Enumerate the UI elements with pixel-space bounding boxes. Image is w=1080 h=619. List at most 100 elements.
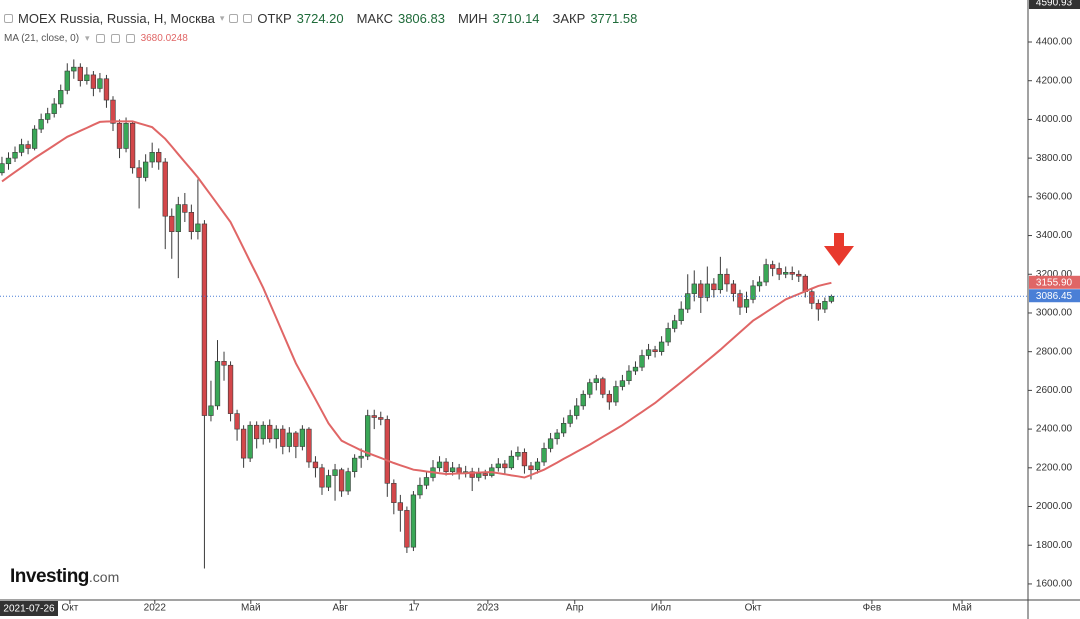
y-tick-label: 3800.00	[1036, 153, 1073, 164]
candle-body	[802, 275, 808, 292]
x-tick-label: Окт	[745, 603, 762, 614]
candle-body	[286, 432, 292, 447]
high-value: 3806.83	[397, 11, 445, 26]
x-tick-label: Май	[241, 603, 261, 614]
candle-body	[528, 465, 534, 471]
candle-body	[351, 457, 358, 472]
ma-price-box	[1029, 275, 1080, 289]
candle-body	[142, 161, 149, 178]
y-tick-label: 4000.00	[1036, 114, 1073, 125]
icon[interactable]	[125, 34, 135, 43]
candle-body	[267, 424, 273, 440]
candle-body	[64, 70, 70, 91]
y-tick-label: 1600.00	[1036, 579, 1073, 590]
candle-body	[38, 119, 44, 130]
icon[interactable]	[243, 14, 253, 23]
candle-body	[404, 510, 410, 548]
x-tick-label: 2022	[144, 603, 167, 614]
icon[interactable]	[110, 34, 120, 43]
candle-body	[397, 502, 404, 511]
candle-body	[482, 473, 488, 476]
candle-body	[717, 273, 724, 291]
candle-body	[828, 295, 835, 302]
candle-body	[600, 378, 606, 395]
candle-body	[208, 405, 214, 416]
open-value: 3724.20	[296, 11, 344, 26]
candle-body	[306, 428, 312, 463]
candle-body	[156, 152, 162, 163]
plot-area	[0, 59, 1028, 569]
candle-body	[214, 361, 221, 407]
chart-title: MOEX Russia, Russia, Н, Москва	[18, 11, 215, 26]
ma-legend: MA (21, close, 0) ▾ 3680.0248	[4, 33, 188, 44]
candle-body	[378, 417, 384, 420]
low-value: 3710.14	[492, 11, 540, 26]
candle-body	[658, 341, 665, 352]
candle-body	[495, 463, 501, 469]
candle-body	[12, 152, 18, 159]
y-tick-label: 3200.00	[1036, 269, 1073, 280]
x-tick-label: Апр	[566, 603, 584, 614]
candle-body	[678, 308, 684, 322]
logo: Investing.com	[10, 566, 119, 588]
candle-body	[711, 283, 717, 291]
candle-body	[691, 283, 697, 294]
crosshair-price-box	[1029, 0, 1080, 9]
candle-body	[783, 272, 789, 275]
candle-body	[639, 355, 645, 368]
candle-body	[384, 419, 390, 484]
candle-body	[25, 144, 31, 149]
candle-body	[175, 204, 181, 232]
close-value: 3771.58	[590, 11, 638, 26]
candle-body	[77, 66, 83, 82]
candle-body	[580, 393, 586, 407]
high-label: МАКС	[356, 11, 393, 26]
candle-body	[371, 415, 377, 418]
candle-body	[476, 473, 482, 478]
icon	[4, 14, 13, 23]
candle-body	[534, 461, 541, 471]
x-tick-label: Окт	[61, 603, 78, 614]
y-tick-label: 3000.00	[1036, 308, 1073, 319]
candle-body	[750, 285, 756, 300]
y-tick-label: 4400.00	[1036, 37, 1073, 48]
candle-body	[136, 167, 142, 178]
candle-body	[312, 461, 319, 469]
candle-body	[116, 122, 123, 149]
caret[interactable]: ▾	[85, 33, 90, 43]
x-tick-label: 2023	[477, 603, 500, 614]
candle-body	[567, 415, 573, 424]
candle-body	[724, 273, 730, 285]
candle-body	[45, 113, 51, 120]
candle-body	[110, 99, 116, 124]
candle-body	[737, 293, 743, 308]
ma-price-label: 3155.90	[1036, 277, 1073, 288]
candle-body	[652, 349, 658, 352]
candle-body	[417, 484, 423, 496]
candle-body	[254, 424, 260, 440]
y-tick-label: 1800.00	[1036, 540, 1073, 551]
crosshair-date-label: 2021-07-26	[3, 604, 55, 615]
candle-body	[763, 264, 769, 283]
candle-body	[619, 380, 626, 387]
candle-body	[90, 74, 97, 89]
candle-body	[280, 428, 286, 447]
candle-body	[273, 428, 279, 440]
candle-body	[129, 122, 136, 169]
open-label: ОТКР	[257, 11, 292, 26]
caret[interactable]: ▾	[219, 13, 225, 23]
y-tick-label: 2000.00	[1036, 501, 1073, 512]
candle-body	[293, 432, 299, 447]
low-label: МИН	[457, 11, 488, 26]
candle-body	[730, 283, 737, 294]
icon[interactable]	[95, 34, 105, 43]
x-tick-label: 17	[409, 603, 421, 614]
candle-body	[247, 424, 253, 459]
icon[interactable]	[229, 14, 239, 23]
candle-body	[221, 361, 227, 366]
candle-body	[515, 452, 521, 457]
x-tick-label: Май	[952, 603, 972, 614]
x-tick-label: Фев	[863, 603, 881, 614]
